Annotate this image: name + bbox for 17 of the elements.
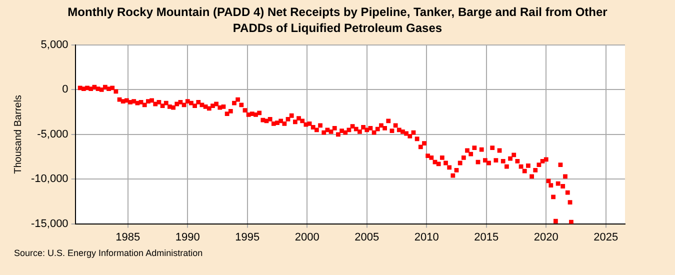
x-tick-label: 1995 xyxy=(235,231,260,244)
x-tick-label: 2020 xyxy=(534,231,558,244)
y-tick-label: -10,000 xyxy=(30,173,68,186)
x-tick-label: 2025 xyxy=(594,231,618,244)
chart-title: Monthly Rocky Mountain (PADD 4) Net Receipts by Pipeline, Tanker, Barge and Rail from Other PADDs of Liquified Petroleum Gases xyxy=(66,4,608,36)
x-tick-label: 2000 xyxy=(294,231,320,244)
x-tick-label: 1990 xyxy=(175,231,200,244)
x-tick-label: 2010 xyxy=(414,231,439,244)
x-tick-label: 2005 xyxy=(354,231,380,244)
y-axis-title: Thousand Barrels xyxy=(12,94,24,174)
x-tick-label: 1985 xyxy=(116,231,140,244)
y-tick-label: -15,000 xyxy=(30,218,68,230)
source-note: Source: U.S. Energy Information Administration xyxy=(14,248,203,258)
y-tick-label: 0 xyxy=(62,84,68,96)
y-tick-label: 5,000 xyxy=(40,39,68,52)
x-tick-label: 2015 xyxy=(474,231,499,244)
y-tick-label: -5,000 xyxy=(37,128,68,140)
